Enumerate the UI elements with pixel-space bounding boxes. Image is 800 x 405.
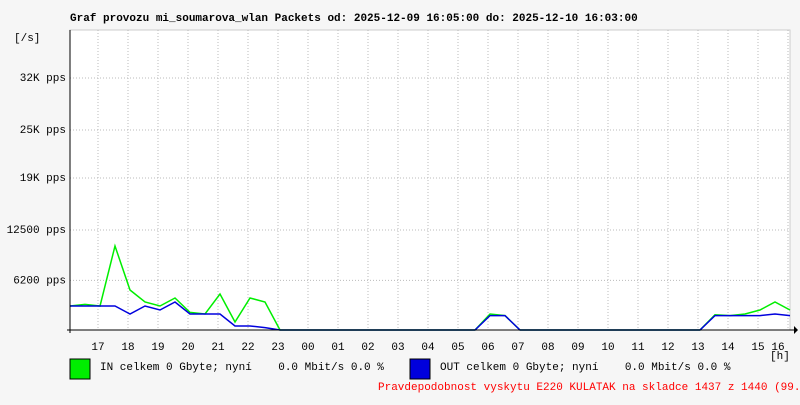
legend-label: IN celkem 0 Gbyte; nyní 0.0 Mbit/s 0.0 % xyxy=(100,362,384,374)
x-tick-label: 18 xyxy=(121,342,134,354)
note: Pravdepodobnost vyskytu E220 KULATAK na … xyxy=(378,382,800,394)
x-tick-label: 20 xyxy=(181,342,194,354)
x-tick-label: 04 xyxy=(421,342,435,354)
x-tick-label: 22 xyxy=(241,342,254,354)
x-tick-label: 12 xyxy=(661,342,674,354)
x-tick-label: 10 xyxy=(601,342,614,354)
x-tick-label: 09 xyxy=(571,342,584,354)
x-tick-label: 13 xyxy=(691,342,704,354)
x-tick-label: 15 xyxy=(751,342,764,354)
legend-swatch xyxy=(409,358,431,380)
legend-swatch xyxy=(69,358,91,380)
x-tick-label: 00 xyxy=(301,342,314,354)
x-tick-label: 08 xyxy=(541,342,554,354)
x-tick-label: 07 xyxy=(511,342,524,354)
y-tick-label: 19K pps xyxy=(20,173,66,185)
y-axis-label: [/s] xyxy=(14,33,40,45)
x-tick-label: 11 xyxy=(631,342,645,354)
legend-label: OUT celkem 0 Gbyte; nyní 0.0 Mbit/s 0.0 … xyxy=(440,362,731,374)
x-tick-label: 16 xyxy=(771,342,784,354)
x-tick-label: 21 xyxy=(211,342,225,354)
y-tick-label: 25K pps xyxy=(20,125,66,137)
x-tick-label: 03 xyxy=(391,342,404,354)
y-tick-label: 12500 pps xyxy=(7,225,66,237)
y-tick-label: 32K pps xyxy=(20,73,66,85)
chart-title: Graf provozu mi_soumarova_wlan Packets o… xyxy=(70,13,638,25)
x-tick-label: 17 xyxy=(91,342,104,354)
x-tick-label: 14 xyxy=(721,342,735,354)
x-tick-label: 06 xyxy=(481,342,494,354)
x-tick-label: 23 xyxy=(271,342,284,354)
y-tick-label: 6200 pps xyxy=(13,275,66,287)
grid xyxy=(70,30,790,330)
plot-area xyxy=(69,29,791,331)
x-tick-label: 01 xyxy=(331,342,345,354)
x-tick-label: 19 xyxy=(151,342,164,354)
x-axis-arrow xyxy=(794,326,798,334)
x-axis-label: [h] xyxy=(770,351,790,363)
x-tick-label: 02 xyxy=(361,342,374,354)
x-tick-label: 05 xyxy=(451,342,464,354)
